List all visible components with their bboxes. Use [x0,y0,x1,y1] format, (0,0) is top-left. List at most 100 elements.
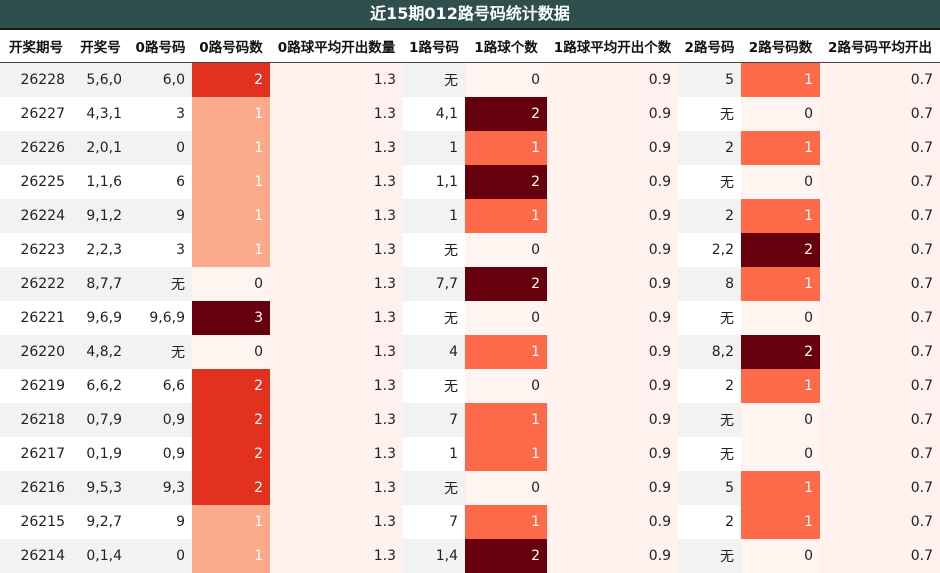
table-cell: 26219 [0,368,72,403]
table-cell: 6,6 [129,368,192,403]
table-cell: 1.3 [270,266,403,301]
table-cell: 1 [192,164,270,199]
table-cell: 0.7 [820,538,940,573]
table-cell: 26216 [0,470,72,505]
table-cell: 9,6,9 [129,300,192,335]
table-row: 26219 6,6,2 6,6 2 1.3 无 0 0.9 2 1 0.7 [0,368,940,403]
table-cell: 1 [741,470,820,505]
table-cell: 4,3,1 [72,96,129,131]
table-cell: 2 [465,96,547,131]
table-cell: 0,9 [129,402,192,437]
table-cell: 1 [465,130,547,165]
table-cell: 26221 [0,300,72,335]
table-cell: 0.9 [547,402,678,437]
table-cell: 0.7 [820,130,940,165]
table-cell: 1.3 [270,368,403,403]
table-cell: 3 [129,232,192,267]
table-cell: 9,6,9 [72,300,129,335]
table-cell: 0 [192,334,270,369]
table-cell: 1.3 [270,470,403,505]
table-cell: 2,2,3 [72,232,129,267]
table-cell: 2 [192,470,270,505]
table-cell: 1.3 [270,198,403,233]
table-cell: 2 [465,266,547,301]
column-header: 0路号码数 [192,30,270,63]
table-cell: 无 [678,402,741,437]
table-cell: 5 [678,470,741,505]
table-cell: 1.3 [270,164,403,199]
table-cell: 4 [403,334,465,369]
table-cell: 1 [465,198,547,233]
header-row: 开奖期号 开奖号 0路号码 0路号码数 0路球平均开出数量 1路号码 1路球个数 1路球平均开… [0,30,940,63]
table-cell: 0.9 [547,504,678,539]
column-header: 1路号码 [403,30,465,63]
table-cell: 4,8,2 [72,334,129,369]
table-row: 26223 2,2,3 3 1 1.3 无 0 0.9 2,2 2 0.7 [0,232,940,267]
table-cell: 0.7 [820,164,940,199]
table-cell: 0.9 [547,62,678,97]
table-cell: 无 [403,62,465,97]
table-cell: 无 [403,232,465,267]
table-cell: 1 [465,334,547,369]
table-cell: 1 [465,402,547,437]
table-cell: 1 [192,96,270,131]
table-cell: 9,1,2 [72,198,129,233]
table-cell: 0.9 [547,436,678,471]
table-cell: 1 [741,504,820,539]
column-header: 2路号码 [678,30,741,63]
table-cell: 无 [403,300,465,335]
table-cell: 无 [678,538,741,573]
table-cell: 2,0,1 [72,130,129,165]
table-cell: 0.7 [820,300,940,335]
table-cell: 2 [678,198,741,233]
table-cell: 0.7 [820,232,940,267]
table-cell: 26226 [0,130,72,165]
table-cell: 无 [678,300,741,335]
table-cell: 9 [129,504,192,539]
table-cell: 1.3 [270,334,403,369]
table-row: 26227 4,3,1 3 1 1.3 4,1 2 0.9 无 0 0.7 [0,96,940,131]
column-header: 0路球平均开出数量 [270,30,403,63]
table-row: 26225 1,1,6 6 1 1.3 1,1 2 0.9 无 0 0.7 [0,164,940,199]
table-cell: 2 [741,232,820,267]
table-cell: 26228 [0,62,72,97]
table-cell: 8,2 [678,334,741,369]
table-cell: 0 [129,130,192,165]
table-cell: 0,1,4 [72,538,129,573]
table-cell: 8 [678,266,741,301]
table-cell: 0.9 [547,470,678,505]
table-cell: 0 [741,436,820,471]
table-cell: 0,9 [129,436,192,471]
table-cell: 1 [192,130,270,165]
table-cell: 0 [741,164,820,199]
column-header: 1路球平均开出个数 [547,30,678,63]
table-cell: 0.9 [547,96,678,131]
table-body: 26228 5,6,0 6,0 2 1.3 无 0 0.9 5 1 0.7 26227 4,3,1 3 1 1… [0,62,940,573]
column-header: 0路号码 [129,30,192,63]
table-cell: 3 [192,300,270,335]
table-title: 近15期012路号码统计数据 [0,0,940,30]
table-cell: 2 [678,130,741,165]
table-cell: 26220 [0,334,72,369]
table-cell: 1 [741,368,820,403]
table-row: 26228 5,6,0 6,0 2 1.3 无 0 0.9 5 1 0.7 [0,62,940,97]
stats-table: 开奖期号 开奖号 0路号码 0路号码数 0路球平均开出数量 1路号码 1路球个数 1路球平均开… [0,30,940,573]
table-cell: 0 [129,538,192,573]
table-cell: 8,7,7 [72,266,129,301]
column-header: 开奖号 [72,30,129,63]
column-header: 开奖期号 [0,30,72,63]
table-cell: 26218 [0,402,72,437]
table-cell: 1.3 [270,300,403,335]
table-cell: 7 [403,402,465,437]
table-cell: 2 [741,334,820,369]
table-cell: 0.7 [820,504,940,539]
table-cell: 6 [129,164,192,199]
table-cell: 0.7 [820,402,940,437]
table-cell: 0.7 [820,96,940,131]
table-cell: 6,0 [129,62,192,97]
table-cell: 0.7 [820,334,940,369]
table-cell: 1.3 [270,402,403,437]
table-cell: 0.9 [547,232,678,267]
table-cell: 0 [741,300,820,335]
table-cell: 26215 [0,504,72,539]
